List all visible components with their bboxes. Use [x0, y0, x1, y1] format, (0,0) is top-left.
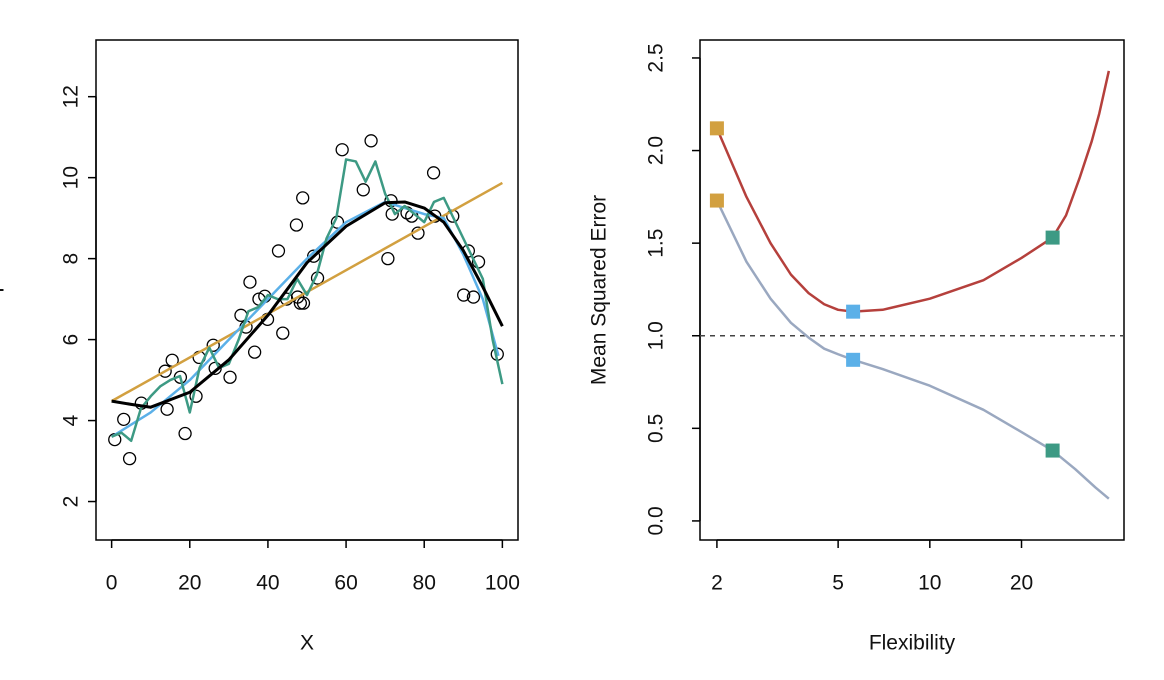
data-point [243, 275, 257, 289]
data-point [335, 143, 349, 157]
square-marker [1045, 230, 1060, 245]
data-point [289, 218, 304, 232]
curve [110, 200, 500, 438]
y-tick-label: 4 [60, 414, 83, 426]
y-tick-label: 10 [60, 166, 83, 189]
data-point [247, 345, 262, 359]
data-point [158, 364, 172, 378]
x-tick-label: 20 [1010, 572, 1033, 595]
data-point [296, 191, 310, 205]
y-tick-label: 2.0 [645, 136, 668, 165]
data-point [381, 251, 395, 266]
data-point [296, 296, 311, 310]
x-tick-label: 10 [918, 572, 941, 595]
y-tick-label: 1.5 [645, 229, 668, 258]
plot-frame [95, 39, 519, 541]
curve [715, 200, 1110, 500]
y-tick-label: 0.5 [645, 414, 668, 443]
data-point [189, 389, 203, 403]
square-marker [709, 193, 724, 208]
curve [111, 158, 504, 443]
data-point [122, 451, 137, 466]
curve [111, 181, 503, 403]
y-tick-label: 0.0 [645, 506, 668, 535]
y-tick-label: 6 [60, 334, 83, 346]
data-point [117, 412, 131, 427]
data-point [457, 288, 471, 302]
y-axis-label: Y [0, 283, 9, 297]
x-tick-label: 40 [256, 572, 279, 595]
x-tick-label: 0 [106, 572, 118, 595]
x-tick-label: 100 [485, 572, 520, 595]
data-point [364, 134, 378, 148]
x-axis-label: Flexibility [869, 632, 956, 655]
x-axis-label: X [300, 632, 314, 655]
square-marker [846, 352, 861, 367]
y-tick-label: 2 [60, 496, 83, 508]
data-point [271, 244, 286, 258]
data-point [306, 249, 321, 263]
data-point [276, 326, 290, 340]
data-point [223, 370, 237, 384]
curve [715, 70, 1111, 313]
square-marker [1045, 443, 1060, 458]
y-axis-label: Mean Squared Error [588, 195, 611, 385]
data-point [356, 183, 370, 197]
x-tick-label: 20 [178, 572, 201, 595]
x-tick-label: 2 [711, 572, 723, 595]
y-tick-label: 12 [60, 85, 83, 108]
data-point [426, 166, 441, 180]
data-point [206, 338, 220, 352]
curve [111, 200, 504, 409]
data-point [466, 290, 481, 304]
x-tick-label: 60 [334, 572, 357, 595]
square-marker [709, 121, 724, 136]
square-marker [846, 304, 861, 319]
data-point [178, 426, 192, 441]
y-tick-label: 8 [60, 253, 83, 265]
data-point [160, 402, 174, 416]
y-tick-label: 1.0 [645, 321, 668, 350]
y-tick-label: 2.5 [645, 43, 668, 72]
x-tick-label: 5 [832, 572, 844, 595]
x-tick-label: 80 [413, 572, 436, 595]
